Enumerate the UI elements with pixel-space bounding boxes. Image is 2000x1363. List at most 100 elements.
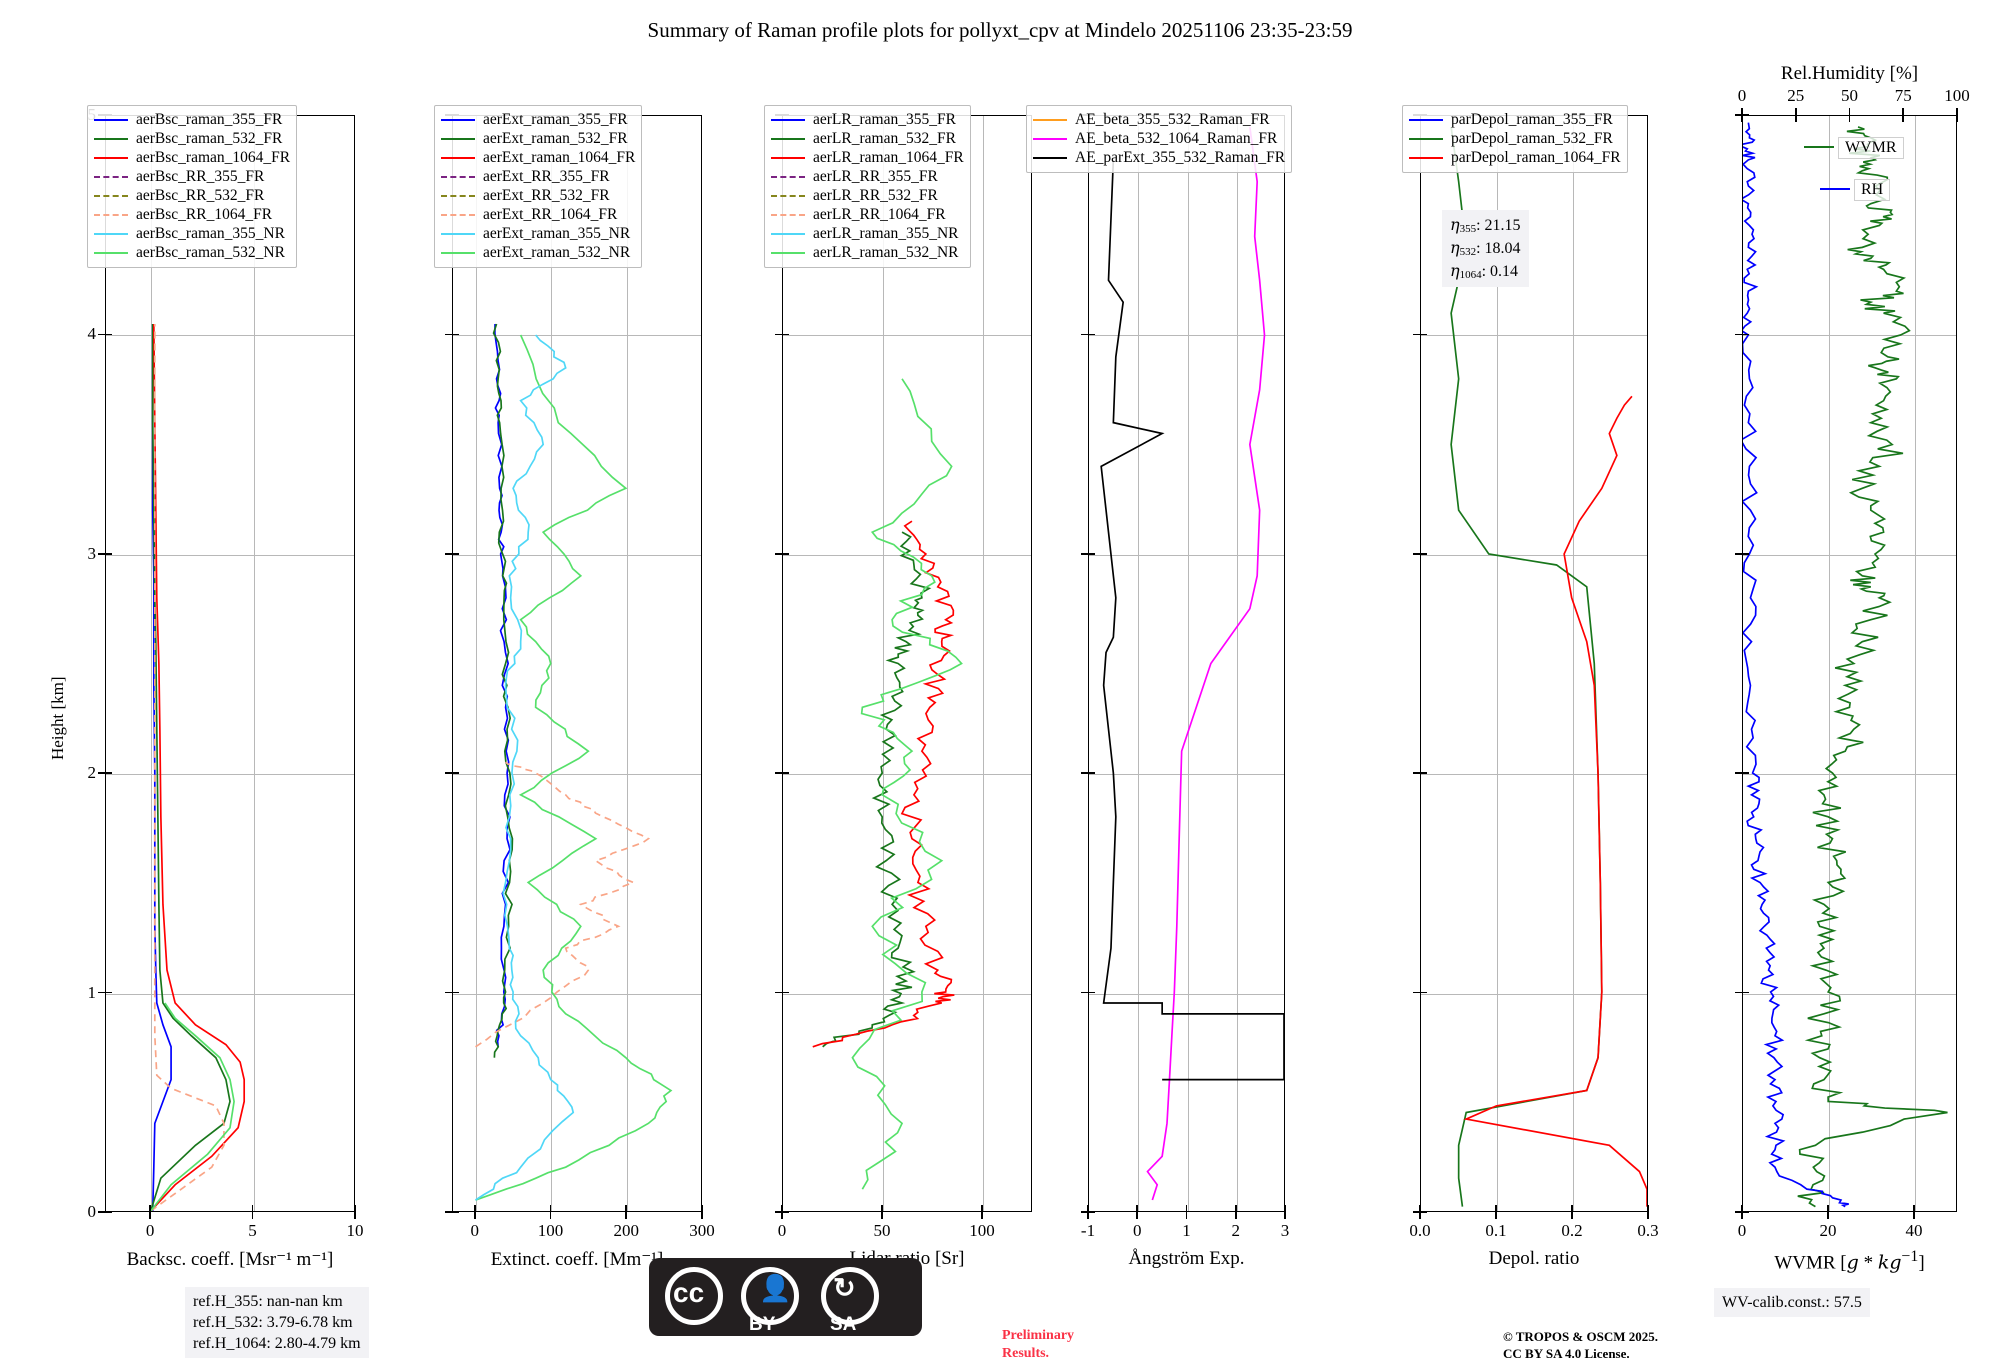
legend-item[interactable]: aerBsc_raman_532_FR xyxy=(94,129,290,148)
legend-item[interactable]: aerExt_raman_532_FR xyxy=(441,129,635,148)
y-tick-mark xyxy=(1413,333,1420,336)
legend-item[interactable]: aerExt_RR_532_FR xyxy=(441,186,635,205)
legend-item[interactable]: aerLR_RR_532_FR xyxy=(771,186,964,205)
legend-item[interactable]: aerExt_raman_355_NR xyxy=(441,224,635,243)
legend-item[interactable]: aerBsc_raman_355_NR xyxy=(94,224,290,243)
series-aerExt-raman-355-NR xyxy=(475,334,575,1201)
inline-label-RH: RH xyxy=(1854,179,1891,201)
x-tick-label: 0 xyxy=(777,1221,787,1240)
legend-item[interactable]: aerBsc_raman_1064_FR xyxy=(94,148,290,167)
x-tick-mark-inner xyxy=(473,1205,476,1212)
legend-item[interactable]: aerLR_raman_355_NR xyxy=(771,224,964,243)
y-tick-mark xyxy=(1735,991,1742,994)
legend-item[interactable]: aerBsc_raman_532_NR xyxy=(94,243,290,262)
x-tick-mark-top xyxy=(1902,108,1905,115)
legend-item[interactable]: AE_parExt_355_532_Raman_FR xyxy=(1033,148,1285,167)
series-WVMR xyxy=(1797,126,1948,1208)
legend-item[interactable]: aerBsc_RR_1064_FR xyxy=(94,205,290,224)
legend-item[interactable]: aerExt_RR_1064_FR xyxy=(441,205,635,224)
legend-swatch-3 xyxy=(441,175,475,178)
legend-item[interactable]: AE_beta_532_1064_Raman_FR xyxy=(1033,129,1285,148)
legend-swatch-3 xyxy=(771,175,805,178)
x-axis-label-water-vapour: WVMR [g * kg−1] xyxy=(1774,1248,1925,1274)
panel-depolarization: 0.0 0.1 0.2 0.3 Depol. ratio parDepol_raman_3… xyxy=(1402,105,1659,1269)
gridline-h xyxy=(1089,774,1284,776)
legend-item[interactable]: parDepol_raman_532_FR xyxy=(1409,129,1621,148)
legend-item[interactable]: aerLR_raman_355_FR xyxy=(771,110,964,129)
sa-circle-icon xyxy=(821,1267,879,1325)
series-aerLR-raman-1064-FR xyxy=(812,520,955,1048)
gridline-v xyxy=(551,116,553,1211)
legend-item[interactable]: aerBsc_raman_355_FR xyxy=(94,110,290,129)
legend-item[interactable]: aerLR_raman_532_FR xyxy=(771,129,964,148)
legend-item[interactable]: aerLR_raman_532_NR xyxy=(771,243,964,262)
creative-commons-badge: cc 👤 BY ↻ SA xyxy=(649,1258,922,1336)
gridline-h xyxy=(783,554,1031,556)
legend-swatch-4 xyxy=(441,194,475,197)
x-tick-label: 0.3 xyxy=(1637,1221,1659,1240)
x-tick-mark xyxy=(881,1212,883,1219)
x-tick-mark xyxy=(251,1212,254,1219)
legend-lidar-ratio[interactable]: aerLR_raman_355_FR aerLR_raman_532_FR aerL… xyxy=(764,105,971,268)
gridline-h xyxy=(106,335,354,337)
legend-label: aerLR_RR_1064_FR xyxy=(813,205,946,223)
legend-item[interactable]: parDepol_raman_355_FR xyxy=(1409,110,1621,129)
legend-swatch-4 xyxy=(771,194,805,197)
legend-swatch-0 xyxy=(771,118,805,121)
legend-item[interactable]: aerBsc_RR_355_FR xyxy=(94,167,290,186)
legend-item[interactable]: aerExt_raman_1064_FR xyxy=(441,148,635,167)
x-tick-mark xyxy=(1495,1212,1497,1219)
x-tick-mark-top-inner xyxy=(1956,115,1958,122)
gridline-h xyxy=(783,335,1031,337)
legend-depolarization[interactable]: parDepol_raman_355_FR parDepol_raman_532_… xyxy=(1402,105,1628,173)
y-tick-mark-inner xyxy=(1088,991,1095,994)
x-tick-label: 3 xyxy=(1280,1221,1290,1240)
gridline-h xyxy=(453,774,701,776)
x-tick-mark xyxy=(473,1212,476,1219)
series-aerExt-raman-532-FR xyxy=(492,323,514,1058)
x-tick-label: 40 xyxy=(1905,1221,1923,1240)
legend-item[interactable]: aerExt_raman_355_FR xyxy=(441,110,635,129)
gridline-h xyxy=(106,554,354,556)
legend-item[interactable]: aerBsc_RR_532_FR xyxy=(94,186,290,205)
y-tick-mark-inner xyxy=(105,553,112,555)
x-tick-mark-inner xyxy=(1136,1205,1139,1212)
y-tick-mark-inner xyxy=(105,772,112,774)
legend-swatch-1 xyxy=(441,137,475,140)
legend-item[interactable]: aerExt_raman_532_NR xyxy=(441,243,635,262)
sa-share-icon: ↻ xyxy=(833,1273,856,1303)
panel-lidar-ratio: 050100Lidar ratio [Sr]aerLR_raman_355_FR… xyxy=(764,105,1032,1269)
plot-area-extinction xyxy=(452,115,702,1212)
legend-swatch-2 xyxy=(1033,156,1067,159)
legend-swatch-1 xyxy=(94,137,128,140)
x-tick-mark-top xyxy=(1794,108,1797,115)
x-tick-mark xyxy=(1827,1212,1829,1219)
copyright-line-1: © TROPOS & OSCM 2025. xyxy=(1503,1329,1659,1344)
legend-item[interactable]: parDepol_raman_1064_FR xyxy=(1409,148,1621,167)
legend-item[interactable]: aerLR_RR_1064_FR xyxy=(771,205,964,224)
legend-item[interactable]: aerLR_RR_355_FR xyxy=(771,167,964,186)
series-RH xyxy=(1743,122,1849,1208)
legend-backscatter[interactable]: aerBsc_raman_355_FR aerBsc_raman_532_FR ae… xyxy=(87,105,298,268)
legend-label: aerBsc_raman_1064_FR xyxy=(136,148,291,166)
series-aerExt-raman-355-FR xyxy=(494,324,511,1047)
gridline-h xyxy=(1743,774,1956,776)
y-tick-mark-inner xyxy=(452,772,459,774)
legend-item[interactable]: AE_beta_355_532_Raman_FR xyxy=(1033,110,1285,129)
y-tick-mark-inner xyxy=(1420,1211,1427,1213)
legend-angstrom[interactable]: AE_beta_355_532_Raman_FR AE_beta_532_1064… xyxy=(1026,105,1293,173)
legend-item[interactable]: aerLR_raman_1064_FR xyxy=(771,148,964,167)
legend-label: aerExt_raman_532_NR xyxy=(483,243,631,261)
gridline-v xyxy=(1497,116,1498,1211)
x-tick-mark-inner xyxy=(1284,1205,1286,1212)
legend-extinction[interactable]: aerExt_raman_355_FR aerExt_raman_532_FR ae… xyxy=(434,105,643,268)
x-tick-label: 100 xyxy=(537,1221,564,1240)
plot-area-angstrom xyxy=(1088,115,1285,1212)
legend-item[interactable]: aerExt_RR_355_FR xyxy=(441,167,635,186)
gridline-h xyxy=(1421,774,1647,776)
x-tick-mark xyxy=(354,1212,356,1219)
gridline-h xyxy=(783,774,1031,776)
series-aerBsc-raman-532-NR xyxy=(150,1002,235,1211)
legend-label: aerBsc_RR_355_FR xyxy=(136,167,265,185)
x-axis-label-angstrom: Ångström Exp. xyxy=(1128,1248,1245,1269)
